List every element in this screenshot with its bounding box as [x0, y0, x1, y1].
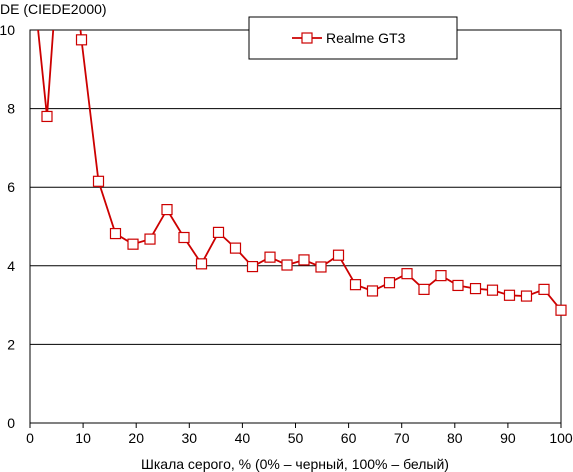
data-point [486, 284, 499, 296]
data-point [469, 282, 482, 295]
data-point [246, 260, 259, 273]
data-point [366, 285, 379, 297]
data-point [212, 226, 225, 238]
y-tick-label: 0 [7, 415, 15, 431]
legend-marker-swatch [301, 32, 313, 44]
data-point [109, 227, 122, 240]
data-point [401, 268, 413, 280]
data-point [298, 254, 310, 266]
y-tick-label: 2 [7, 336, 15, 352]
y-tick-label: 6 [7, 179, 15, 195]
data-point [555, 304, 567, 316]
x-tick-label: 70 [394, 430, 410, 446]
data-point [315, 261, 327, 273]
data-point [127, 238, 139, 250]
data-point [75, 34, 88, 46]
x-axis-ticks: 0 10 20 30 40 50 60 70 80 90 100 [26, 423, 573, 446]
x-tick-label: 60 [341, 430, 357, 446]
plot-area-border [29, 29, 562, 424]
y-axis-ticks: 0 2 4 6 8 10 [0, 22, 15, 431]
data-point [435, 270, 447, 282]
x-tick-label: 50 [288, 430, 304, 446]
data-point [229, 242, 242, 254]
data-point [452, 279, 464, 292]
data-point [349, 279, 362, 291]
legend-box [248, 16, 458, 60]
data-point [144, 233, 156, 245]
data-point [538, 283, 550, 295]
data-point [92, 175, 105, 187]
grid-lines [30, 108, 561, 345]
y-tick-label: 4 [7, 258, 15, 274]
series-markers-realme-gt3 [41, 34, 567, 316]
legend-label: Realme GT3 [326, 30, 406, 46]
legend: Realme GT3 [248, 16, 458, 60]
y-tick-label: 10 [0, 22, 15, 38]
x-tick-label: 30 [182, 430, 198, 446]
data-point [503, 289, 516, 301]
data-point [332, 249, 345, 261]
data-point [264, 251, 276, 263]
x-tick-label: 100 [549, 430, 573, 446]
y-tick-label: 8 [7, 101, 15, 117]
x-axis-title: Шкала серого, % (0% – черный, 100% – бел… [141, 456, 449, 472]
data-point [161, 204, 173, 216]
x-tick-label: 10 [75, 430, 91, 446]
x-tick-label: 20 [128, 430, 144, 446]
x-tick-label: 40 [235, 430, 251, 446]
x-tick-label: 0 [26, 430, 34, 446]
data-point [178, 231, 190, 244]
data-point [383, 277, 396, 289]
data-point [520, 290, 533, 302]
data-point [195, 258, 208, 270]
x-tick-label: 80 [447, 430, 463, 446]
data-point [41, 110, 53, 123]
x-tick-label: 90 [500, 430, 516, 446]
data-point [281, 259, 293, 271]
data-point [418, 283, 430, 295]
y-axis-title: DE (CIEDE2000) [0, 1, 107, 17]
